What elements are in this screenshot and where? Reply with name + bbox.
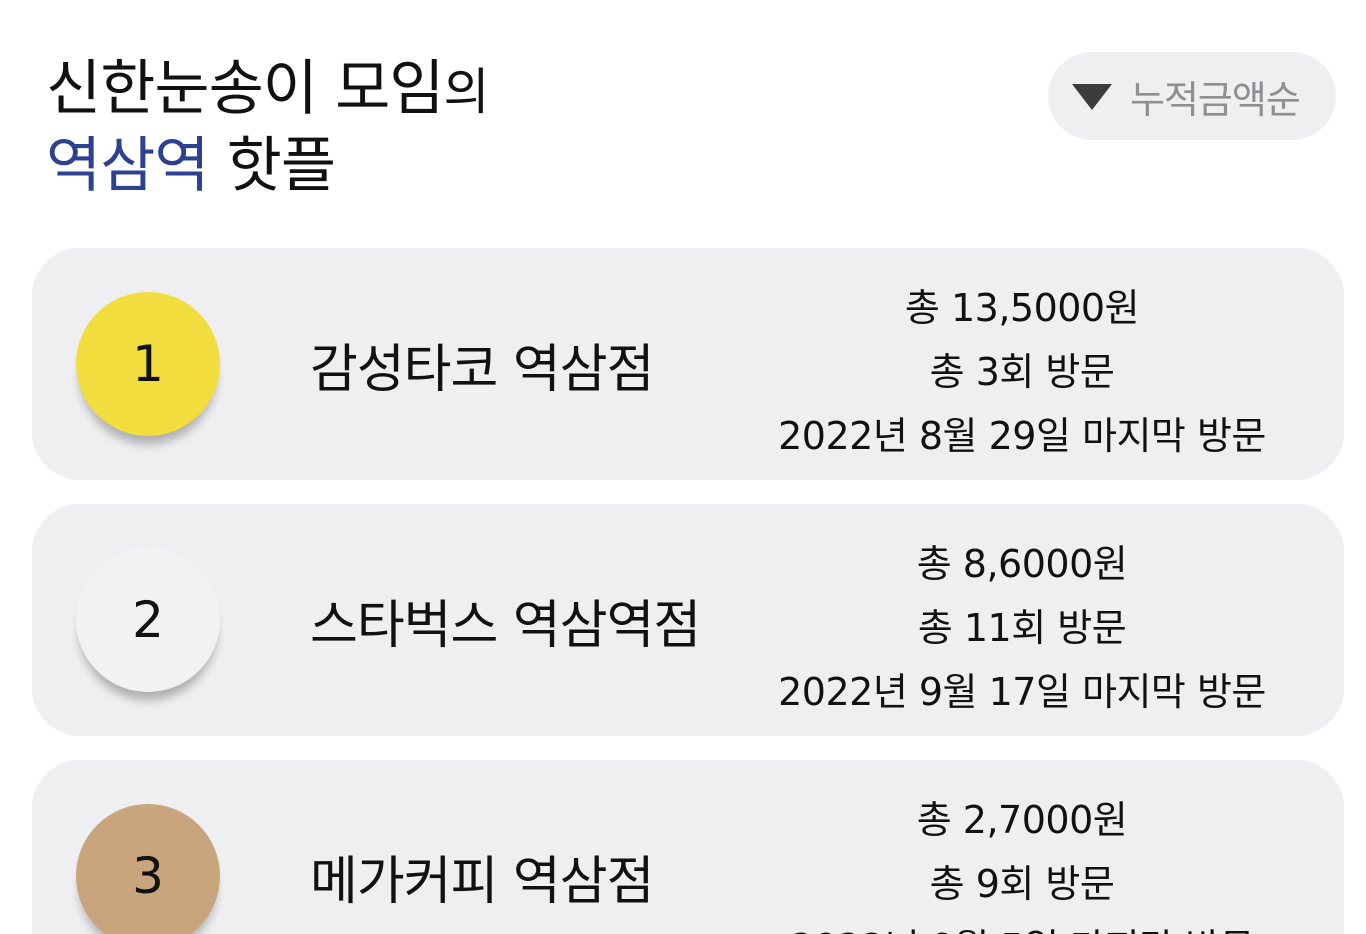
- place-name: 스타벅스 역삼역점: [310, 595, 701, 656]
- place-stats: 총 8,6000원 총 11회 방문 2022년 9월 17일 마지막 방문: [732, 532, 1312, 724]
- triangle-down-icon: [1072, 84, 1112, 110]
- page-title: 신한눈송이 모임의 역삼역 핫플: [46, 52, 489, 203]
- last-visit-date: 2022년 9월 5일 마지막 방문: [732, 916, 1312, 934]
- visit-count: 총 11회 방문: [917, 606, 1127, 650]
- total-amount: 총 8,6000원: [916, 542, 1128, 586]
- place-card-2[interactable]: 2 스타벅스 역삼역점 총 8,6000원 총 11회 방문 2022년 9월 …: [32, 504, 1344, 736]
- title-hotplace: 핫플: [208, 131, 336, 201]
- place-card-3[interactable]: 3 메가커피 역삼점 총 2,7000원 총 9회 방문 2022년 9월 5일…: [32, 760, 1344, 934]
- sort-label: 누적금액순: [1130, 77, 1301, 122]
- total-amount: 총 2,7000원: [916, 798, 1128, 842]
- place-stats: 총 13,5000원 총 3회 방문 2022년 8월 29일 마지막 방문: [732, 276, 1312, 468]
- place-name: 메가커피 역삼점: [310, 851, 654, 912]
- rank-number: 2: [132, 591, 164, 649]
- title-station: 역삼역: [46, 131, 210, 201]
- place-card-1[interactable]: 1 감성타코 역삼점 총 13,5000원 총 3회 방문 2022년 8월 2…: [32, 248, 1344, 480]
- rank-badge: 3: [76, 804, 220, 934]
- rank-number: 3: [132, 847, 164, 905]
- rank-number: 1: [132, 335, 164, 393]
- sort-dropdown-button[interactable]: 누적금액순: [1048, 52, 1336, 140]
- rank-badge: 1: [76, 292, 220, 436]
- last-visit-date: 2022년 9월 17일 마지막 방문: [778, 670, 1266, 714]
- last-visit-date: 2022년 8월 29일 마지막 방문: [778, 414, 1266, 458]
- rank-badge: 2: [76, 548, 220, 692]
- total-amount: 총 13,5000원: [904, 286, 1140, 330]
- place-stats: 총 2,7000원 총 9회 방문 2022년 9월 5일 마지막 방문: [732, 788, 1312, 934]
- visit-count: 총 9회 방문: [929, 862, 1115, 906]
- title-group-name: 신한눈송이 모임: [46, 54, 444, 124]
- title-suffix: 의: [443, 63, 489, 121]
- visit-count: 총 3회 방문: [929, 350, 1115, 394]
- place-name: 감성타코 역삼점: [310, 339, 654, 400]
